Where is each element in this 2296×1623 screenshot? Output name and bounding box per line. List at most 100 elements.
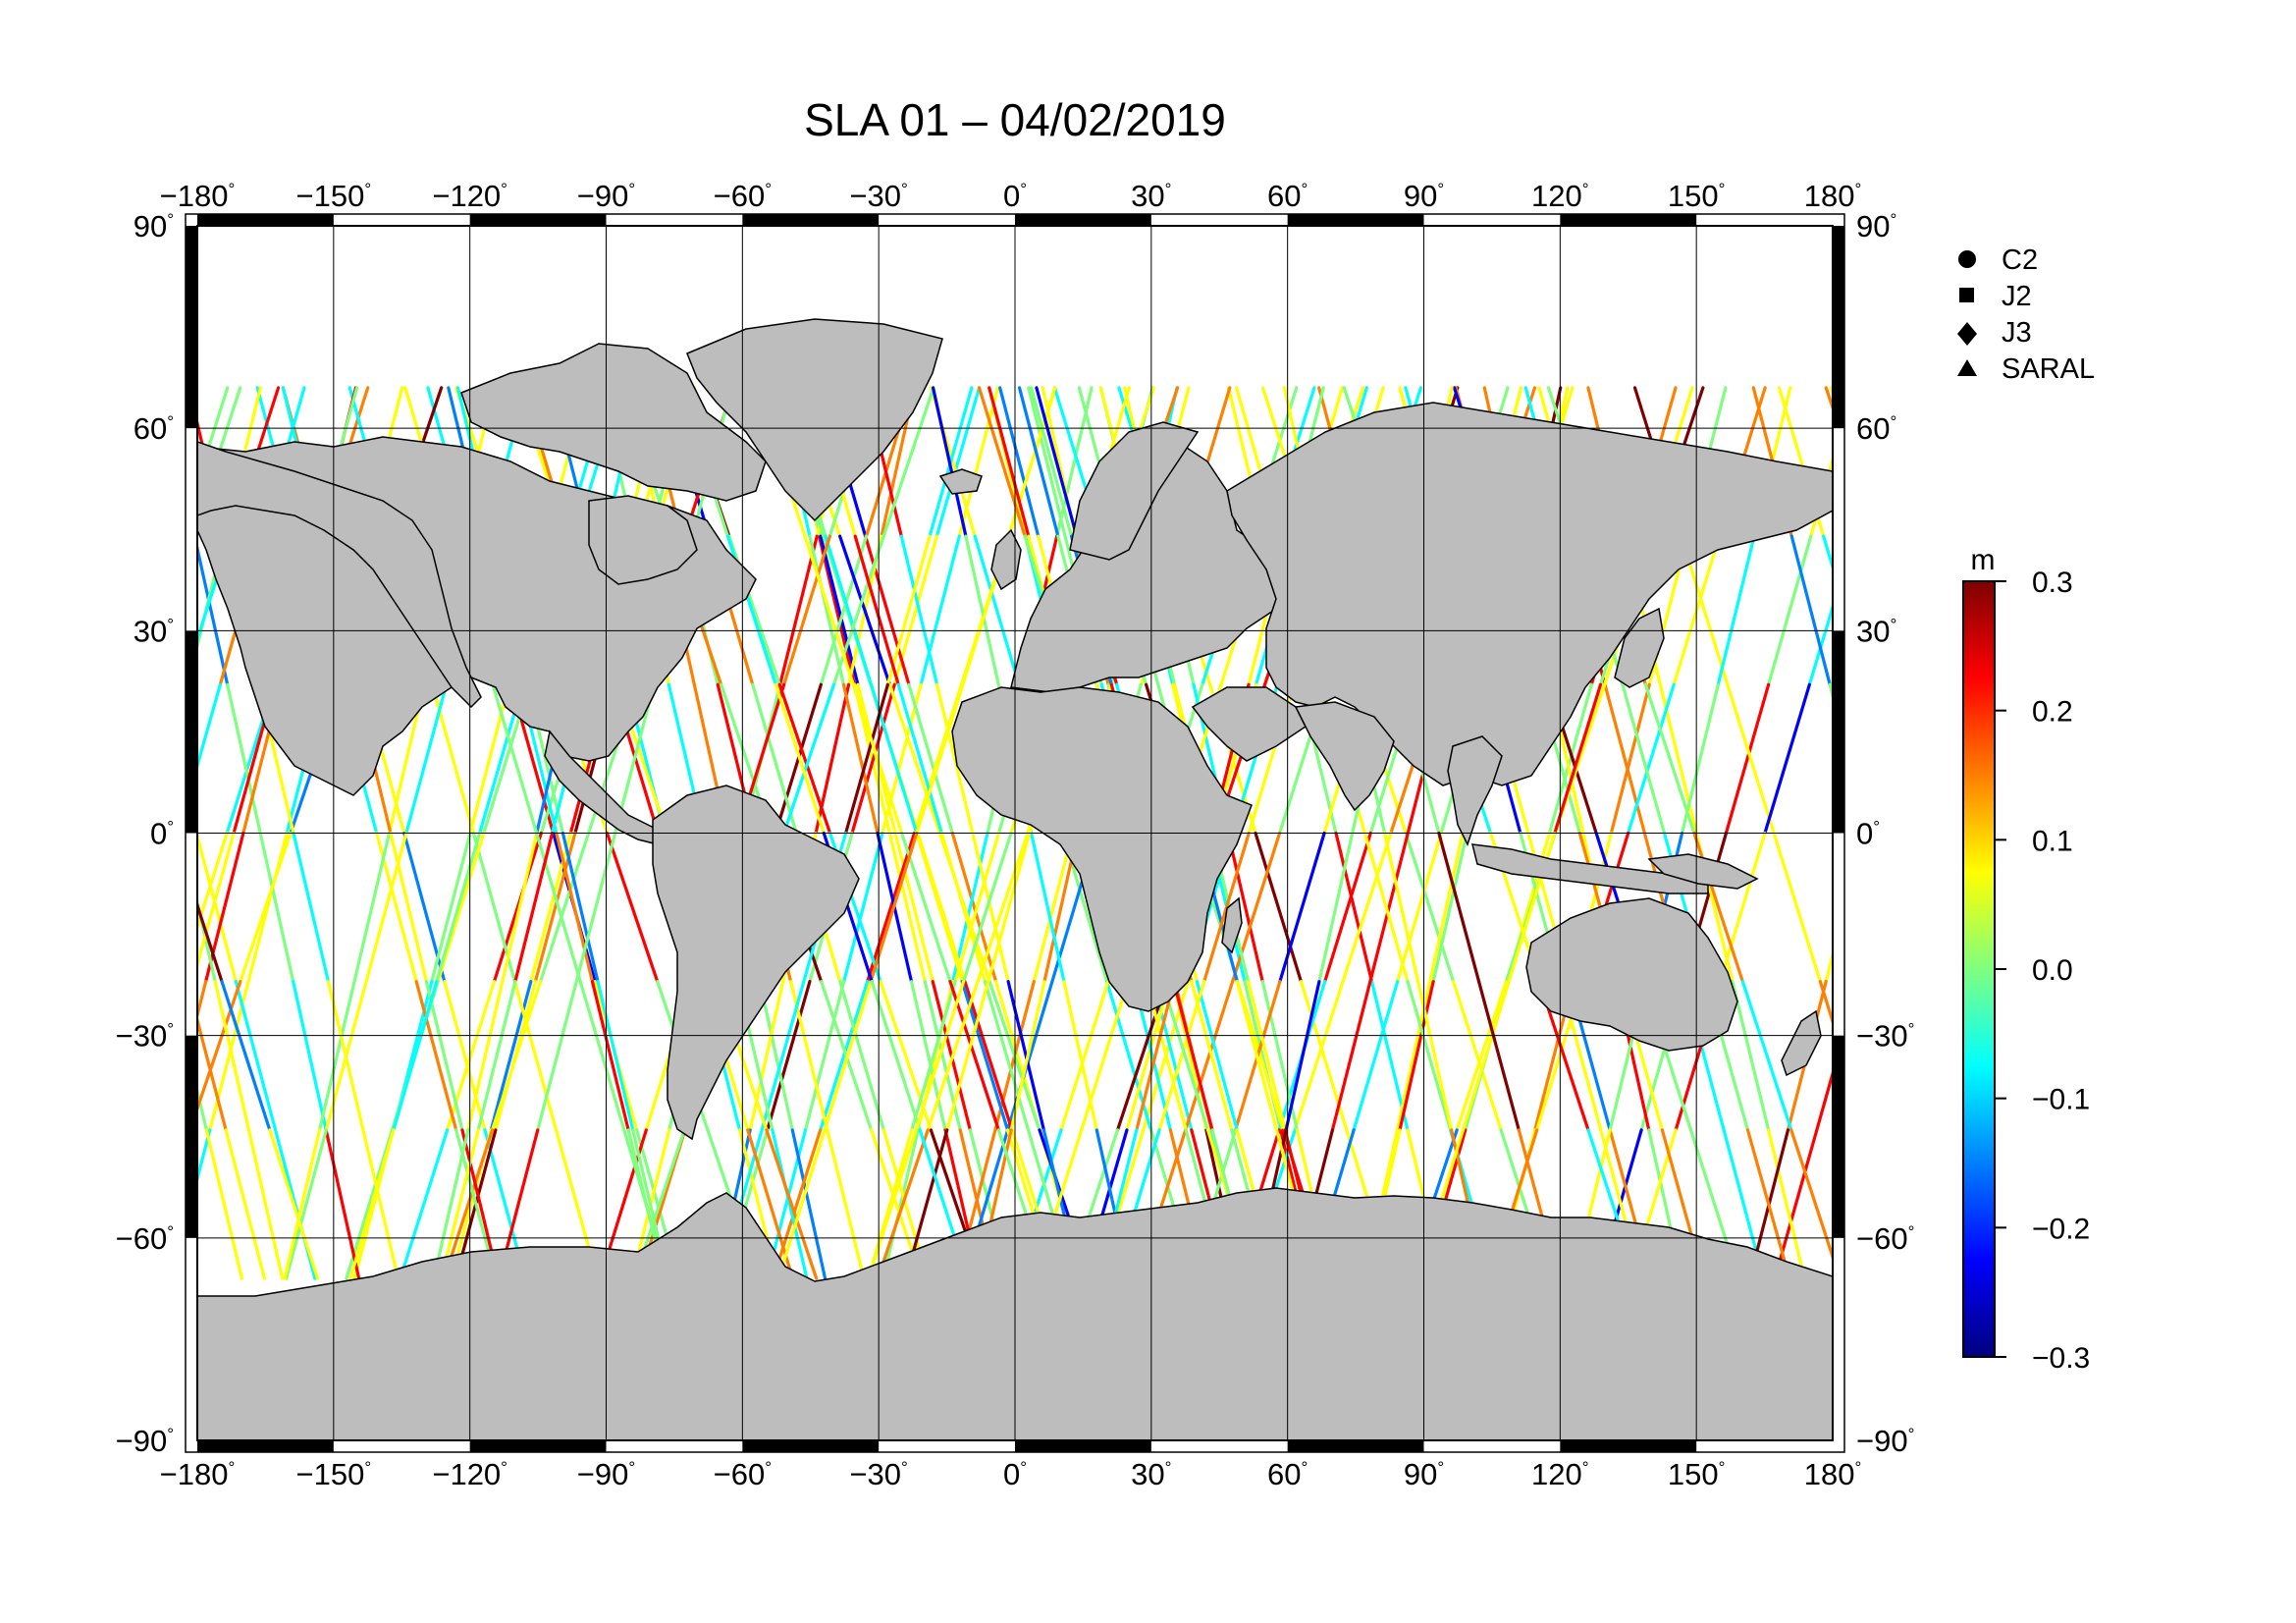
graticule	[197, 226, 1833, 1440]
track-segment	[1858, 834, 1900, 982]
track-segment	[976, 831, 1030, 984]
track-segment	[1926, 684, 1968, 833]
tick-label: 30°	[1131, 1457, 1171, 1491]
track-segment	[134, 684, 183, 833]
tick-label: 30°	[133, 614, 174, 648]
track-segment	[110, 684, 148, 833]
tick-label: −150°	[296, 179, 372, 213]
colorbar-tick-label: −0.3	[2032, 1342, 2090, 1375]
track-segment	[1006, 980, 1045, 1132]
track-segment	[439, 1128, 480, 1280]
tick-label: −90°	[116, 1424, 174, 1458]
track-segment	[1995, 536, 2033, 684]
track-segment	[885, 534, 932, 686]
track-segment	[127, 684, 175, 833]
track-segment	[430, 831, 472, 984]
track-segment	[197, 831, 229, 933]
track-segment	[197, 980, 242, 1113]
track-segment	[931, 386, 968, 538]
track-segment	[1404, 831, 1456, 984]
tick-label: 90°	[1404, 179, 1444, 213]
track-segment	[2075, 1130, 2125, 1278]
track-segment	[1621, 682, 1667, 836]
track-segment	[1231, 831, 1282, 984]
track-segment	[1878, 536, 1924, 684]
track-segment	[1789, 534, 1832, 686]
tick-label: −90°	[577, 179, 635, 213]
track-segment	[1059, 980, 1110, 1132]
degree-mark: °	[1302, 180, 1308, 198]
track-segment	[443, 980, 487, 1132]
track-segment	[42, 1130, 79, 1278]
land-japan	[1614, 607, 1665, 688]
tick-label: 30°	[1131, 179, 1171, 213]
track-segment	[324, 1128, 361, 1280]
track-segment	[1547, 682, 1593, 836]
frame-segment	[1015, 214, 1151, 226]
degree-mark: °	[1437, 180, 1444, 198]
tick-label: 60°	[1856, 411, 1896, 446]
track-segment	[348, 1128, 396, 1280]
track-segment	[1854, 388, 1898, 536]
track-segment	[851, 682, 904, 836]
land-arabia	[1191, 686, 1307, 762]
track-segment	[945, 980, 990, 1132]
track-segment	[1740, 980, 1793, 1132]
track-segment	[284, 1128, 328, 1280]
track-segment	[1884, 536, 1926, 684]
track-segment	[841, 682, 880, 836]
track-segment	[79, 982, 115, 1130]
track-segment	[1726, 682, 1776, 836]
track-segment	[19, 834, 51, 982]
track-segment	[870, 980, 922, 1132]
colorbar-unit: m	[1971, 544, 1996, 576]
longitude-labels-bottom: −180° −150° −120° −90° −60° −30° 0° 30° 60° 90° 12…	[160, 1457, 1862, 1491]
track-segment	[971, 831, 1010, 984]
land-new-zealand	[1781, 1009, 1822, 1077]
track-segment	[1999, 536, 2044, 684]
degree-mark: °	[1890, 412, 1896, 431]
tick-label: −150°	[296, 1457, 372, 1491]
track-segment	[2109, 982, 2147, 1130]
track-segment	[881, 1128, 920, 1280]
track-segment	[772, 1128, 823, 1280]
tick-label: 180°	[1804, 1457, 1862, 1491]
track-segment	[100, 684, 135, 833]
degree-mark: °	[1582, 180, 1589, 198]
track-segment	[1431, 831, 1468, 984]
track-segment	[1772, 831, 1822, 984]
track-segment	[239, 831, 293, 984]
track-segment	[1476, 980, 1521, 1132]
degree-mark: °	[167, 615, 174, 633]
track-segment	[1195, 980, 1239, 1132]
track-segment	[808, 534, 846, 686]
track-segment	[596, 980, 635, 1132]
colorbar-tick-label: 0.3	[2032, 567, 2073, 599]
degree-mark: °	[1854, 180, 1861, 198]
track-segment	[129, 388, 175, 536]
tick-label: 0°	[1003, 179, 1027, 213]
track-segment	[919, 534, 961, 686]
legend-item-c2: C2	[1958, 244, 2038, 276]
degree-mark: °	[1908, 1020, 1915, 1039]
track-segment	[1352, 980, 1400, 1132]
track-segment	[914, 980, 966, 1132]
degree-mark: °	[628, 1458, 635, 1477]
degree-mark: °	[901, 1458, 908, 1477]
track-segment	[1235, 980, 1279, 1132]
track-segment	[939, 831, 988, 984]
land-scandinavia	[1069, 421, 1200, 561]
track-segment	[782, 682, 836, 836]
track-segment	[492, 831, 543, 984]
track-segment	[760, 980, 806, 1132]
track-segment	[1643, 682, 1696, 836]
degree-mark: °	[1854, 1458, 1861, 1477]
land-asia	[1226, 402, 1833, 786]
degree-mark: °	[167, 1020, 174, 1039]
legend-label: J3	[2002, 317, 2032, 349]
track-segment	[317, 980, 356, 1132]
latitude-labels-right: 90° 60° 30° 0° −30° −60° −90°	[1856, 209, 1914, 1458]
track-segment	[1718, 831, 1767, 984]
degree-mark: °	[167, 1222, 174, 1241]
track-segment	[148, 684, 182, 833]
